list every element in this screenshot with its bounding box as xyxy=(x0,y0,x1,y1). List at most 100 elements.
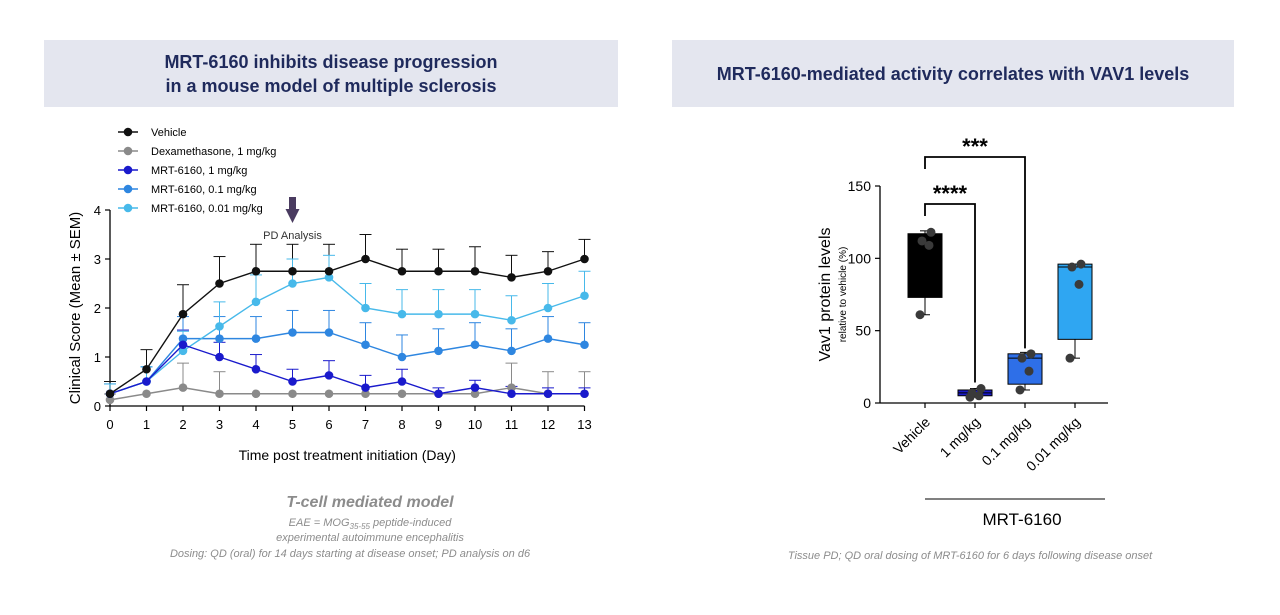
x-axis-title: Time post treatment initiation (Day) xyxy=(239,447,456,463)
series-line xyxy=(109,258,585,395)
model-def1-suffix: peptide-induced xyxy=(369,517,452,529)
x-tick-label: 0 xyxy=(106,417,113,432)
data-point xyxy=(215,279,224,288)
legend-marker xyxy=(123,184,133,194)
data-point xyxy=(251,266,261,276)
y-axis-subtitle: relative to vehicle (%) xyxy=(838,247,849,343)
data-point xyxy=(288,266,297,276)
data-point xyxy=(288,279,297,288)
data-point xyxy=(324,389,334,399)
y-axis-title: Vav1 protein levels xyxy=(817,228,834,362)
x-tick-label: 13 xyxy=(577,417,591,432)
data-point xyxy=(470,383,480,392)
data-point xyxy=(178,334,188,343)
series-line xyxy=(109,343,585,395)
dosing-note: Dosing: QD (oral) for 14 days starting a… xyxy=(169,548,531,560)
x-tick-label: 9 xyxy=(435,417,442,432)
data-point xyxy=(251,297,261,307)
data-point xyxy=(142,377,151,386)
data-point xyxy=(324,273,334,282)
x-tick-label: 12 xyxy=(541,417,555,432)
data-point xyxy=(976,384,986,394)
right-title-text: MRT-6160-mediated activity correlates wi… xyxy=(716,63,1190,84)
data-point xyxy=(361,383,370,392)
model-def1-sub: 35-55 xyxy=(349,522,370,532)
x-tick-label: 2 xyxy=(179,417,186,432)
data-point xyxy=(178,340,188,350)
legend-label: MRT-6160, 0.01 mg/kg xyxy=(151,203,263,215)
significance-label: *** xyxy=(962,134,988,159)
data-point xyxy=(1065,353,1075,363)
x-tick-label: 4 xyxy=(252,417,259,432)
data-point xyxy=(967,388,977,398)
legend-label: MRT-6160, 0.1 mg/kg xyxy=(151,184,257,196)
data-point xyxy=(470,340,480,350)
data-point xyxy=(926,227,936,237)
data-point xyxy=(1076,259,1086,269)
data-point xyxy=(543,334,553,343)
legend-label: MRT-6160, 1 mg/kg xyxy=(151,165,247,177)
significance-bracket xyxy=(924,156,1026,349)
data-point xyxy=(324,266,334,276)
x-tick-label: 6 xyxy=(325,417,332,432)
data-point xyxy=(974,391,984,401)
data-point xyxy=(142,364,151,374)
data-point xyxy=(251,364,261,374)
x-tick-label: Vehicle xyxy=(890,414,933,457)
box xyxy=(1057,263,1093,340)
y-tick-label: 100 xyxy=(848,250,872,266)
data-point xyxy=(507,273,516,282)
data-point xyxy=(1017,353,1027,363)
data-point xyxy=(470,266,480,276)
data-point xyxy=(580,340,589,350)
data-point xyxy=(580,389,589,399)
data-point xyxy=(361,389,370,399)
x-tick-label: 10 xyxy=(468,417,482,432)
data-point xyxy=(288,389,297,399)
data-point xyxy=(507,315,516,325)
model-def1-prefix: EAE = MOG xyxy=(288,517,350,529)
group-label: MRT-6160 xyxy=(982,510,1061,529)
data-point xyxy=(397,377,407,386)
data-point xyxy=(470,309,480,319)
data-point xyxy=(507,346,516,356)
data-point xyxy=(397,352,407,362)
data-point xyxy=(434,389,443,399)
data-point xyxy=(324,371,334,380)
y-tick-label: 4 xyxy=(94,203,101,218)
y-tick-label: 1 xyxy=(94,350,101,365)
model-definition-line1: EAE = MOG35-55 peptide-induced xyxy=(150,517,590,531)
data-point xyxy=(543,389,553,399)
y-tick-label: 50 xyxy=(855,323,871,339)
y-axis-title: Clinical Score (Mean ± SEM) xyxy=(67,212,84,404)
data-point xyxy=(1024,366,1034,376)
y-tick-label: 0 xyxy=(863,395,871,411)
x-tick-label: 1 xyxy=(143,417,150,432)
left-title-line2: in a mouse model of multiple sclerosis xyxy=(165,75,497,96)
legend-marker xyxy=(123,165,133,175)
data-point xyxy=(361,254,370,264)
data-point xyxy=(178,346,188,356)
data-point xyxy=(580,254,589,264)
data-point xyxy=(105,389,115,399)
model-definition-line2: experimental autoimmune encephalitis xyxy=(276,532,464,544)
data-point xyxy=(580,291,589,301)
x-tick-label: 0.01 mg/kg xyxy=(1023,414,1083,474)
data-point xyxy=(397,266,407,276)
data-point xyxy=(178,383,188,392)
y-tick-label: 150 xyxy=(848,178,872,194)
data-point xyxy=(507,389,516,399)
x-tick-label: 3 xyxy=(216,417,223,432)
pd-analysis-label: PD Analysis xyxy=(263,230,322,242)
legend-label: Dexamethasone, 1 mg/kg xyxy=(151,146,276,158)
data-point xyxy=(924,240,934,250)
data-point xyxy=(915,310,925,320)
data-point xyxy=(434,266,443,276)
data-point xyxy=(1067,262,1077,272)
data-point xyxy=(142,389,151,399)
data-point xyxy=(288,377,297,386)
legend-marker xyxy=(123,127,133,137)
data-point xyxy=(361,340,370,350)
data-point xyxy=(105,395,115,405)
x-tick-label: 11 xyxy=(505,417,519,432)
